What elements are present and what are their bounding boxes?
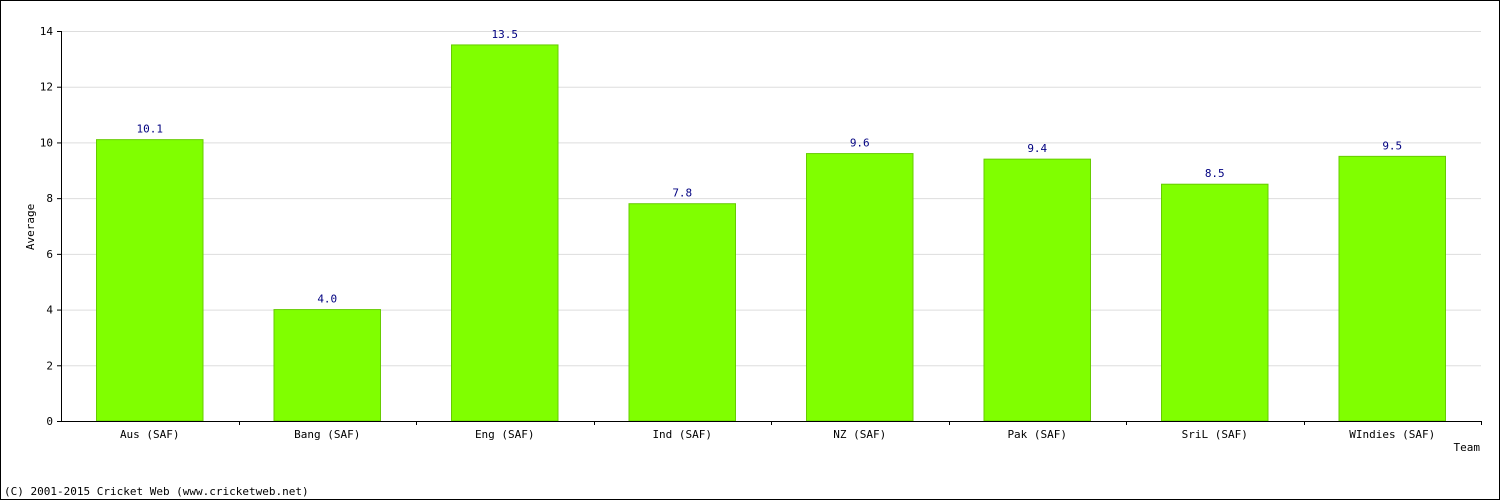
x-tick-label: NZ (SAF) [833,428,886,441]
bar-value-label: 9.4 [1027,142,1047,155]
bar-value-label: 8.5 [1205,167,1225,180]
y-tick-label: 8 [46,192,53,205]
bar-value-label: 9.6 [850,137,870,150]
copyright-notice: (C) 2001-2015 Cricket Web (www.cricketwe… [4,485,309,498]
y-tick-label: 0 [46,415,53,428]
bar-value-label: 7.8 [672,187,692,200]
y-tick-label: 2 [46,359,53,372]
bar-chart: 0 2 4 6 8 10 12 14 10.1 Aus (SAF) 4.0 Bang (SAF) 13.… [24,25,1482,454]
bars [96,44,1446,422]
y-tick-label: 14 [40,25,54,38]
y-tick-label: 4 [46,304,53,317]
x-tick-label: Aus (SAF) [120,428,180,441]
y-tick-label: 10 [40,136,53,149]
bar [983,158,1091,422]
bar [96,139,204,422]
bar-value-label: 13.5 [492,28,519,41]
y-tick-label: 6 [46,248,53,261]
x-axis-title: Team [1454,441,1481,454]
x-tick-label: WIndies (SAF) [1349,428,1435,441]
x-tick-label: Eng (SAF) [475,428,535,441]
bar [451,44,559,422]
bar-value-label: 4.0 [317,293,337,306]
x-tick-label: Pak (SAF) [1007,428,1067,441]
axes [57,31,1482,425]
bar [1161,183,1269,422]
x-tick-label: SriL (SAF) [1182,428,1248,441]
bar [273,309,381,422]
bar [806,153,914,422]
bar [1338,155,1446,422]
y-axis-title: Average [24,204,37,250]
bar-value-label: 10.1 [137,123,164,136]
x-tick-label: Bang (SAF) [294,428,360,441]
x-tick-label: Ind (SAF) [652,428,712,441]
labels: 0 2 4 6 8 10 12 14 10.1 Aus (SAF) 4.0 Bang (SAF) 13.… [40,25,1436,441]
bar-value-label: 9.5 [1382,139,1402,152]
bar [628,203,736,422]
y-tick-label: 12 [40,81,53,94]
